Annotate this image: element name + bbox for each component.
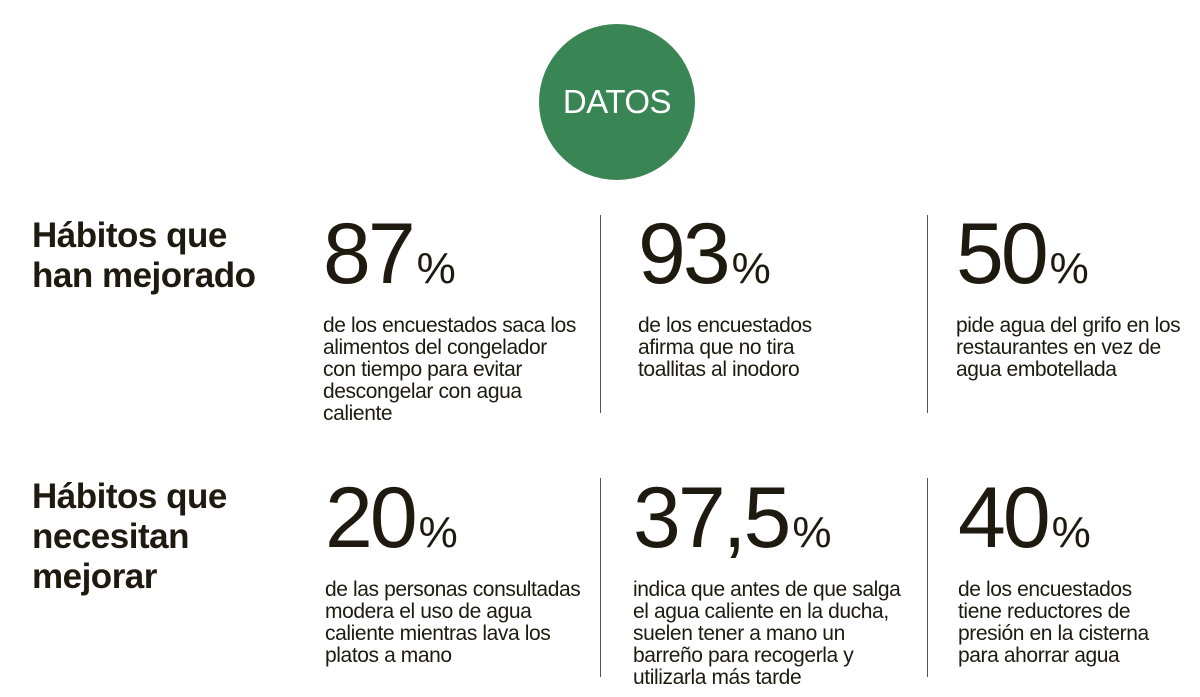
stat-description: indica que antes de que salga el agua ca… bbox=[633, 578, 901, 689]
stat-value: 37,5% bbox=[633, 470, 832, 566]
stat-value: 93% bbox=[638, 206, 771, 302]
stat-description: de las personas consultadas modera el us… bbox=[325, 578, 581, 667]
stat-item: 87% de los encuestados saca los alimento… bbox=[323, 206, 583, 425]
stat-description: de los encuestados tiene reductores de p… bbox=[958, 578, 1149, 667]
divider bbox=[927, 478, 928, 677]
stat-description: de los encuestados afirma que no tira to… bbox=[638, 314, 812, 381]
stat-value: 40% bbox=[958, 470, 1091, 566]
datos-badge: DATOS bbox=[539, 24, 695, 180]
section-heading-needs-improvement: Hábitos que necesitan mejorar bbox=[32, 477, 227, 597]
stat-item: 20% de las personas consultadas modera e… bbox=[325, 470, 595, 667]
stat-item: 37,5% indica que antes de que salga el a… bbox=[633, 470, 908, 689]
stat-description: pide agua del grifo en los restaurantes … bbox=[956, 314, 1181, 381]
section-heading-improved: Hábitos que han mejorado bbox=[32, 216, 256, 296]
stat-item: 93% de los encuestados afirma que no tir… bbox=[638, 206, 848, 381]
heading-line: Hábitos que bbox=[32, 477, 227, 516]
heading-line: mejorar bbox=[32, 557, 157, 596]
heading-line: Hábitos que bbox=[32, 216, 227, 255]
stat-description: de los encuestados saca los alimentos de… bbox=[323, 314, 577, 425]
stat-value: 87% bbox=[323, 206, 456, 302]
divider bbox=[927, 215, 928, 413]
divider bbox=[600, 478, 601, 677]
stat-item: 50% pide agua del grifo en los restauran… bbox=[956, 206, 1181, 381]
stat-value: 20% bbox=[325, 470, 458, 566]
badge-label: DATOS bbox=[562, 83, 672, 120]
heading-line: han mejorado bbox=[32, 256, 256, 295]
divider bbox=[600, 215, 601, 413]
stat-value: 50% bbox=[956, 206, 1089, 302]
stat-item: 40% de los encuestados tiene reductores … bbox=[958, 470, 1173, 667]
heading-line: necesitan bbox=[32, 517, 189, 556]
